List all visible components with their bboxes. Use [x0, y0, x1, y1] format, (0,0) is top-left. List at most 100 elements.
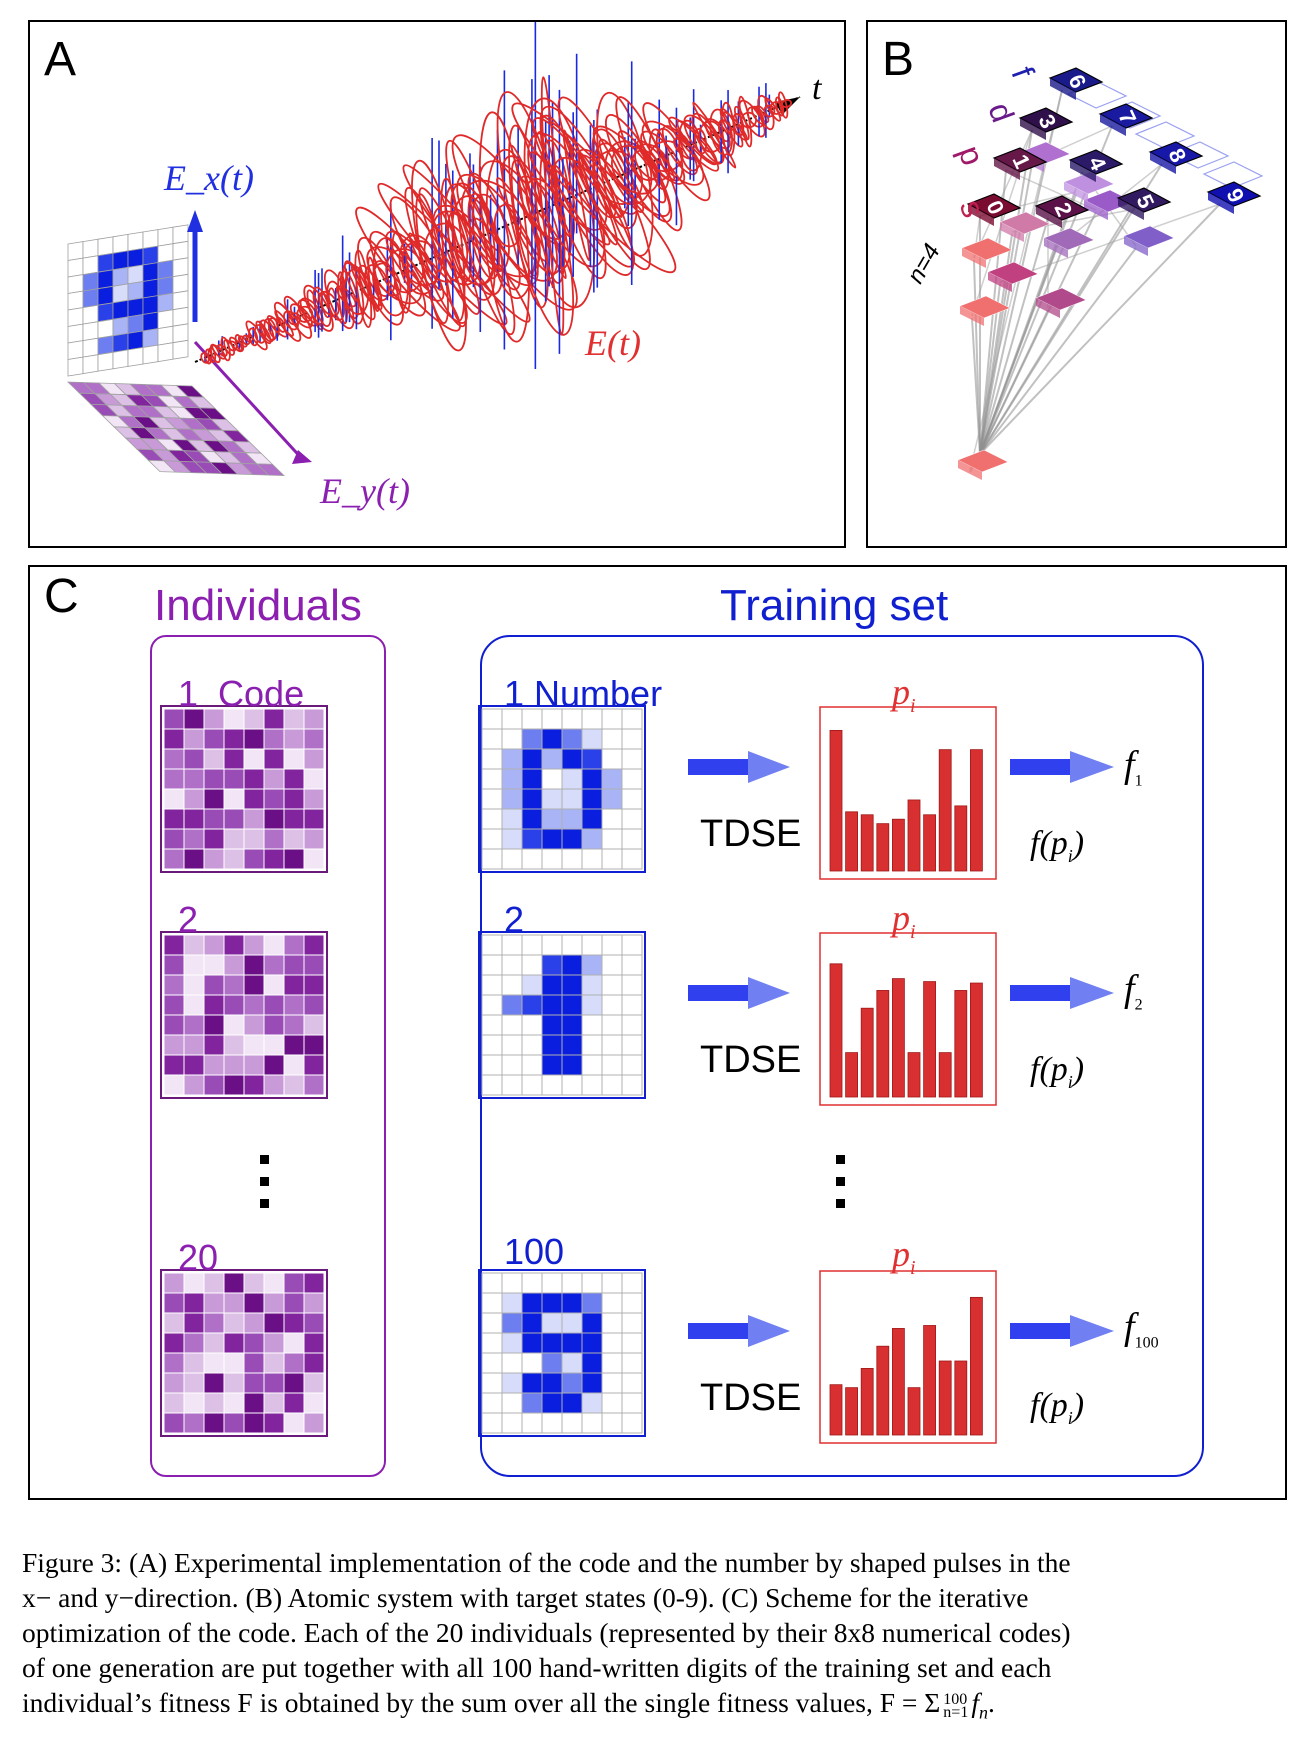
e-field-loop: [691, 112, 724, 164]
e-field-loop: [248, 327, 259, 347]
individual-cell: [203, 1014, 225, 1036]
number-cell: [621, 848, 643, 870]
number-cell: [521, 1054, 543, 1076]
individual-cell: [243, 1392, 265, 1414]
individual-cell: [203, 974, 225, 996]
e-field-loop: [694, 128, 708, 155]
state-block-side: [1150, 152, 1176, 174]
caption-line-3: optimization of the code. Each of the 20…: [22, 1617, 1071, 1648]
individual-cell: [283, 1034, 305, 1056]
individual-cell: [243, 748, 265, 770]
state-block-side: [1050, 78, 1076, 100]
individual-cell: [203, 1412, 225, 1434]
ey-code-grid: [66, 381, 286, 477]
number-cell: [581, 1412, 603, 1434]
individual-cell: [183, 788, 205, 810]
e-field-loop: [369, 230, 427, 317]
wall-cell: [82, 238, 99, 259]
number-cell: [501, 1074, 523, 1096]
probability-bar: [938, 1360, 952, 1436]
number-cell: [601, 974, 623, 996]
training-box: [480, 635, 1204, 1477]
number-cell: [541, 934, 563, 956]
ex-axis-arrowhead: [187, 210, 203, 232]
individual-cell: [183, 808, 205, 830]
individual-cell: [223, 1412, 245, 1434]
state-block: [1148, 141, 1204, 167]
individual-cell: [303, 708, 325, 730]
e-field-loop: [777, 91, 789, 119]
wall-cell: [82, 288, 99, 309]
e-field-loop: [323, 269, 355, 330]
individual-cell: [263, 1074, 285, 1096]
outline-level: [1134, 121, 1196, 149]
individual-cell: [183, 1312, 205, 1334]
number-cell: [521, 748, 543, 770]
number-cell: [621, 994, 643, 1016]
individual-cell: [163, 1054, 185, 1076]
individual-cell: [223, 808, 245, 830]
number-cell: [621, 954, 643, 976]
probability-bar: [938, 749, 952, 872]
state-block-side: [1070, 160, 1096, 182]
individual-cell: [223, 1352, 245, 1374]
number-cell: [561, 848, 583, 870]
e-field-loop: [234, 334, 245, 352]
number-cell: [541, 1272, 563, 1294]
wall-cell: [172, 240, 189, 261]
arrow-head: [1070, 977, 1114, 1009]
e-field-loop: [467, 172, 521, 291]
arrow-shaft: [688, 759, 748, 775]
probability-bar: [907, 1052, 921, 1098]
individual-cell: [243, 1412, 265, 1434]
individual-cell: [263, 1312, 285, 1334]
individual-cell: [303, 1312, 325, 1334]
individual-cell: [223, 954, 245, 976]
number-cell: [481, 1074, 503, 1096]
number-cell: [621, 788, 643, 810]
number-cell: [501, 788, 523, 810]
number-cell: [521, 788, 543, 810]
individual-cell: [203, 788, 225, 810]
number-cell: [581, 748, 603, 770]
transition-line: [979, 247, 1137, 455]
number-cell: [521, 1412, 543, 1434]
level-block-side: [1044, 238, 1068, 258]
individual-cell: [263, 1372, 285, 1394]
individual-cell: [283, 1332, 305, 1354]
individual-grid-frame: [160, 931, 328, 1099]
probability-bar: [876, 823, 890, 872]
p-label-3: pi: [892, 1234, 916, 1280]
individual-cell: [223, 1312, 245, 1334]
number-cell: [601, 1352, 623, 1374]
individual-cell: [243, 1312, 265, 1334]
e-field-loop: [289, 303, 313, 329]
individual-label-1: 1 Code: [178, 673, 305, 714]
number-cell: [621, 1054, 643, 1076]
individual-cell: [243, 1034, 265, 1056]
number-cell: [601, 934, 623, 956]
wall-cell: [142, 311, 159, 332]
number-cell: [541, 728, 563, 750]
probability-bar: [845, 811, 858, 872]
number-cell: [581, 1352, 603, 1374]
wall-cell: [172, 224, 189, 245]
individual-cell: [203, 1352, 225, 1374]
state-block: [1048, 67, 1104, 93]
wall-cell: [67, 257, 84, 278]
e-field-loop: [423, 222, 469, 283]
number-cell: [561, 768, 583, 790]
individual-cell: [283, 1054, 305, 1076]
number-cell: [561, 1292, 583, 1314]
state-block: [1098, 103, 1154, 129]
number-cell: [541, 1034, 563, 1056]
number-cell: [561, 1312, 583, 1334]
number-cell: [561, 1054, 583, 1076]
number-cell: [601, 1392, 623, 1414]
individual-cell: [263, 1392, 285, 1414]
number-cell: [561, 934, 583, 956]
individual-cell: [203, 748, 225, 770]
wall-cell: [112, 316, 129, 337]
e-field-loop: [709, 108, 733, 156]
